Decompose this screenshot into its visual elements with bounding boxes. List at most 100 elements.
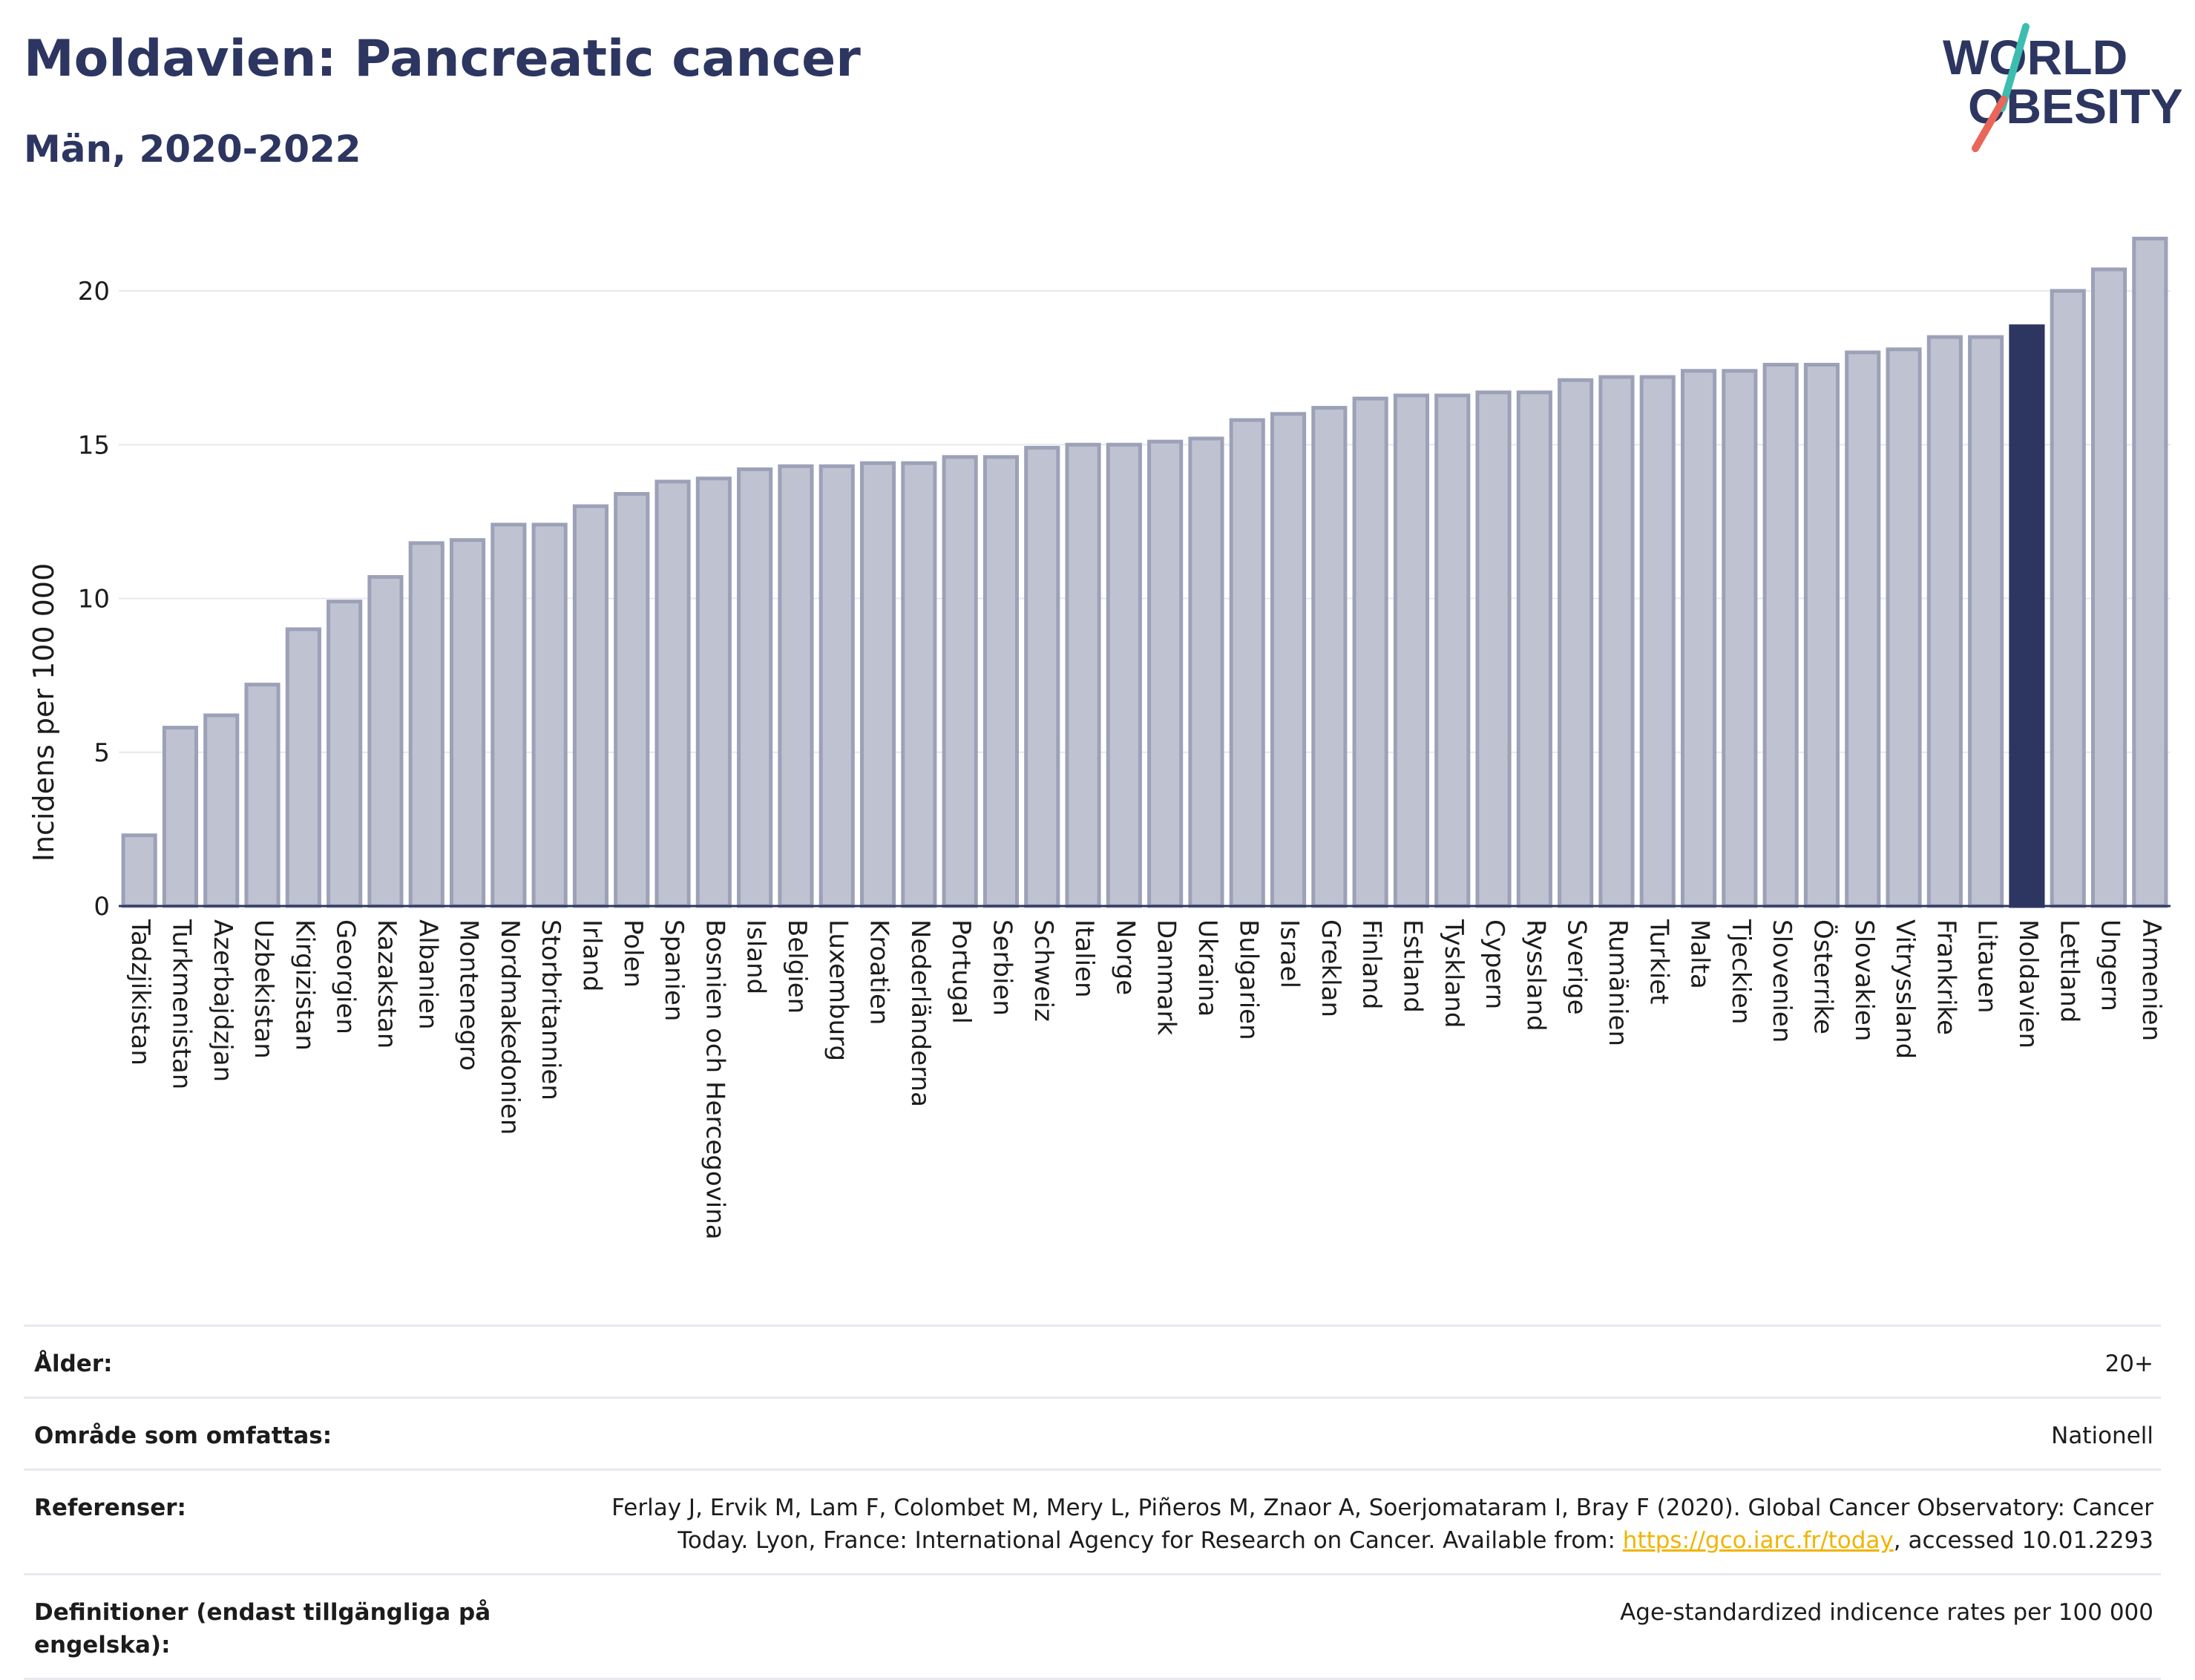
logo-slash-red xyxy=(1972,96,2007,152)
x-tick-label: Rumänien xyxy=(1603,919,1633,1046)
bar-kirgizistan xyxy=(285,627,321,908)
bar-bosnien-och-hercegovina xyxy=(695,476,732,908)
x-tick-label: Litauen xyxy=(1972,919,2002,1014)
bar-chart: 0 5 10 15 20 Tadzjikistan Turkmenistan Azerbajd… xyxy=(27,237,2171,1240)
x-tick-label: Finland xyxy=(1356,919,1386,1010)
x-tick-label: Uzbekistan xyxy=(249,919,278,1059)
x-tick-label: Portugal xyxy=(946,919,976,1024)
bar-schweiz xyxy=(1024,445,1060,908)
bar-luxemburg xyxy=(818,464,855,908)
bar-greklan xyxy=(1311,406,1348,908)
bar-finland xyxy=(1352,396,1388,908)
bar-storbritannien xyxy=(531,522,568,908)
bar-kroatien xyxy=(859,461,896,908)
x-tick-label: Lettland xyxy=(2054,919,2084,1023)
bar-turkmenistan xyxy=(162,726,199,908)
bar-armenien xyxy=(2132,237,2168,908)
y-axis-label: Incidens per 100 000 xyxy=(27,563,60,862)
x-tick-label: Cypern xyxy=(1480,919,1509,1009)
x-tick-label: Montenegro xyxy=(454,919,484,1071)
area-value: Nationell xyxy=(2051,1423,2153,1449)
chart-title: Moldavien: Pancreatic cancer xyxy=(24,30,861,88)
reference-link[interactable]: https://gco.iarc.fr/today xyxy=(1622,1527,1894,1554)
x-tick-label: Bulgarien xyxy=(1233,919,1263,1040)
x-tick-label: Schweiz xyxy=(1028,919,1058,1022)
reference-text-2: Today. Lyon, France: International Agenc… xyxy=(677,1527,1623,1554)
bar-sverige xyxy=(1558,378,1594,908)
definitions-value: Age-standardized indicence rates per 100… xyxy=(1620,1599,2153,1626)
definitions-label: Definitioner (endast tillgängliga på eng… xyxy=(34,1599,491,1658)
world-obesity-logo: WORLD OBESITY xyxy=(1943,23,2182,152)
bar-albanien xyxy=(408,541,444,908)
bar-lettland xyxy=(2050,289,2086,908)
x-tick-label: Slovenien xyxy=(1767,919,1797,1043)
bar-frankrike xyxy=(1926,335,1963,908)
x-tick-label: Bosnien och Hercegovina xyxy=(700,919,729,1240)
x-tick-label: Belgien xyxy=(782,919,812,1014)
x-tick-label: Turkmenistan xyxy=(166,919,196,1089)
y-tick-label: 5 xyxy=(93,738,110,768)
bar-slovenien xyxy=(1762,362,1799,908)
x-tick-label: Kroatien xyxy=(864,919,894,1025)
bar-irland xyxy=(572,504,609,908)
x-tick-label: Armenien xyxy=(2136,919,2166,1041)
bar-malta xyxy=(1680,369,1717,908)
x-tick-label: Danmark xyxy=(1152,919,1181,1035)
x-tick-label: Albanien xyxy=(413,919,442,1030)
bar-montenegro xyxy=(449,538,486,908)
bar-azerbajdzjan xyxy=(203,713,240,908)
x-tick-label: Nordmakedonien xyxy=(495,919,525,1135)
logo-slash-teal xyxy=(1998,23,2030,112)
y-tick-label: 15 xyxy=(78,430,110,460)
bar-israel xyxy=(1270,412,1307,908)
bar-portugal xyxy=(942,455,978,908)
bar-litauen xyxy=(1968,335,2004,908)
references-value: Ferlay J, Ervik M, Lam F, Colombet M, Me… xyxy=(611,1492,2153,1557)
bar-italien xyxy=(1065,442,1101,908)
meta-row-references: Referenser: Ferlay J, Ervik M, Lam F, Co… xyxy=(24,1469,2161,1573)
x-tick-label: Norge xyxy=(1110,919,1140,995)
age-value: 20+ xyxy=(2104,1351,2153,1377)
bars xyxy=(121,237,2168,908)
meta-row-age: Ålder: 20+ xyxy=(24,1325,2161,1397)
bar-rumänien xyxy=(1598,375,1635,908)
reference-text-3: , accessed 10.01.2293 xyxy=(1893,1527,2153,1554)
reference-text-1: Ferlay J, Ervik M, Lam F, Colombet M, Me… xyxy=(611,1494,2153,1521)
meta-row-area: Område som omfattas: Nationell xyxy=(24,1397,2161,1469)
bar-tjeckien xyxy=(1722,369,1758,908)
bar-georgien xyxy=(327,600,363,908)
x-tick-label: Luxemburg xyxy=(823,919,853,1061)
x-tick-label: Spanien xyxy=(659,919,689,1021)
x-tick-label: Serbien xyxy=(987,919,1017,1016)
x-tick-label: Storbritannien xyxy=(536,919,565,1100)
x-tick-label: Vitryssland xyxy=(1890,919,1920,1059)
x-tick-label: Irland xyxy=(577,919,606,991)
x-tick-label: Turkiet xyxy=(1644,919,1673,1005)
metadata-table: Ålder: 20+ Område som omfattas: Nationel… xyxy=(24,1325,2161,1680)
bar-tadzjikistan xyxy=(121,833,157,908)
x-tick-label: Ryssland xyxy=(1520,919,1550,1031)
bar-moldavien xyxy=(2009,324,2045,908)
x-tick-label: Kazakstan xyxy=(372,919,401,1049)
bar-norge xyxy=(1106,442,1142,908)
x-tick-label: Kirgizistan xyxy=(289,919,319,1051)
bar-spanien xyxy=(654,479,691,908)
bar-island xyxy=(737,467,773,908)
x-tick-label: Moldavien xyxy=(2013,919,2043,1049)
bar-serbien xyxy=(982,455,1020,908)
x-tick-label: Tyskland xyxy=(1439,919,1469,1028)
bar-polen xyxy=(614,492,650,908)
bar-slovakien xyxy=(1845,350,1881,908)
x-tick-label: Frankrike xyxy=(1931,919,1961,1035)
x-tick-label: Israel xyxy=(1275,919,1305,988)
chart-subtitle: Män, 2020-2022 xyxy=(24,128,361,171)
bar-tyskland xyxy=(1434,393,1471,908)
y-tick-label: 0 xyxy=(93,892,110,922)
x-tick-label: Polen xyxy=(618,919,648,988)
x-tick-label: Österrike xyxy=(1808,919,1838,1034)
bar-ukraina xyxy=(1188,436,1224,908)
bar-estland xyxy=(1393,393,1430,908)
y-tick-label: 10 xyxy=(78,585,110,614)
x-tick-label: Nederländerna xyxy=(905,919,935,1107)
bar-bulgarien xyxy=(1229,418,1265,908)
